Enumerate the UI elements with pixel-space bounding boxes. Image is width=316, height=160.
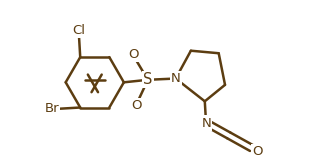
Text: Cl: Cl [72, 24, 85, 37]
Text: S: S [143, 72, 153, 87]
Text: N: N [202, 116, 211, 130]
Text: O: O [131, 99, 142, 112]
Text: N: N [171, 72, 181, 85]
Text: Br: Br [44, 102, 59, 115]
Text: O: O [252, 145, 262, 158]
Text: O: O [129, 48, 139, 61]
